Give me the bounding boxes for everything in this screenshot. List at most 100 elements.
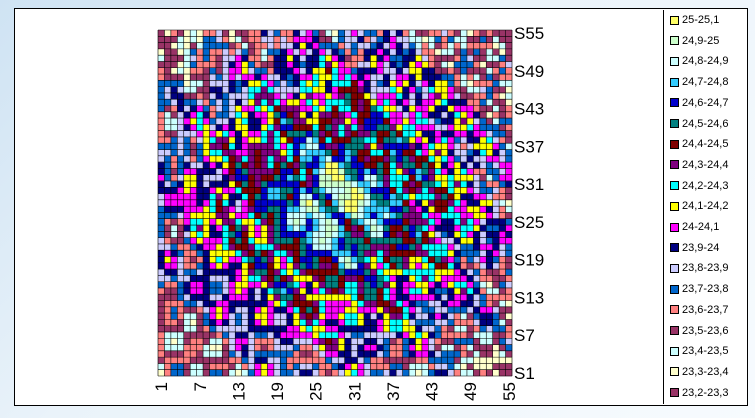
heatmap-cell xyxy=(492,294,500,301)
heatmap-cell xyxy=(344,111,352,119)
heatmap-cell xyxy=(273,363,281,370)
heatmap-cell xyxy=(267,269,275,276)
heatmap-cell xyxy=(331,350,339,358)
heatmap-cell xyxy=(177,344,184,352)
heatmap-cell xyxy=(486,338,493,345)
heatmap-cell xyxy=(215,180,223,188)
heatmap-cell xyxy=(363,111,371,119)
heatmap-cell xyxy=(183,294,191,301)
heatmap-cell xyxy=(402,243,410,251)
heatmap-cell xyxy=(409,218,416,226)
heatmap-cell xyxy=(363,262,371,270)
heatmap-cell xyxy=(447,143,455,150)
heatmap-cell xyxy=(203,162,210,169)
heatmap-cell xyxy=(273,338,281,345)
heatmap-cell xyxy=(260,118,268,125)
heatmap-cell xyxy=(254,287,262,295)
heatmap-cell xyxy=(280,344,287,352)
heatmap-cell xyxy=(196,212,204,219)
heatmap-cell xyxy=(190,174,197,182)
heatmap-cell xyxy=(434,42,442,50)
heatmap-cell xyxy=(383,80,390,87)
heatmap-cell xyxy=(306,231,313,238)
heatmap-cell xyxy=(241,30,249,37)
heatmap-cell xyxy=(441,363,448,370)
heatmap-cell xyxy=(492,42,500,50)
heatmap-cell xyxy=(402,344,410,352)
heatmap-cell xyxy=(428,231,435,238)
heatmap-cell xyxy=(241,287,249,295)
heatmap-cell xyxy=(421,55,429,62)
heatmap-cell xyxy=(396,287,403,295)
heatmap-cell xyxy=(203,338,210,345)
heatmap-cell xyxy=(248,357,255,364)
heatmap-cell xyxy=(486,250,493,257)
heatmap-cell xyxy=(363,55,371,62)
heatmap-cell xyxy=(383,168,390,175)
heatmap-cell xyxy=(293,350,300,358)
heatmap-cell xyxy=(370,61,378,68)
heatmap-cell xyxy=(428,130,435,138)
heatmap-cell xyxy=(363,199,371,207)
heatmap-cell xyxy=(170,174,178,182)
heatmap-cell xyxy=(177,149,184,157)
heatmap-cell xyxy=(170,281,178,289)
heatmap-cell xyxy=(409,92,416,100)
heatmap-cell xyxy=(228,124,236,131)
heatmap-cell xyxy=(415,187,423,194)
heatmap-cell xyxy=(235,162,242,169)
heatmap-cell xyxy=(273,48,281,56)
heatmap-cell xyxy=(177,124,184,131)
heatmap-cell xyxy=(325,187,332,194)
heatmap-cell xyxy=(499,350,506,358)
heatmap-cell xyxy=(280,99,287,106)
heatmap-cell xyxy=(492,363,500,370)
heatmap-cell xyxy=(389,338,397,345)
heatmap-cell xyxy=(190,325,197,333)
heatmap-cell xyxy=(409,168,416,175)
heatmap-cell xyxy=(209,124,217,131)
heatmap-cell xyxy=(338,338,345,345)
heatmap-cell xyxy=(222,199,229,207)
heatmap-cell xyxy=(158,80,165,87)
heatmap-cell xyxy=(383,357,390,364)
heatmap-cell xyxy=(164,105,172,112)
heatmap-cell xyxy=(370,48,378,56)
heatmap-cell xyxy=(158,218,165,226)
heatmap-cell xyxy=(260,155,268,163)
heatmap-cell xyxy=(183,225,191,232)
heatmap-cell xyxy=(338,218,345,226)
heatmap-cell xyxy=(325,80,332,87)
heatmap-cell xyxy=(235,118,242,125)
heatmap-cell xyxy=(267,118,275,125)
heatmap-cell xyxy=(338,136,345,144)
heatmap-cell xyxy=(190,300,197,307)
heatmap-cell xyxy=(190,92,197,100)
heatmap-cell xyxy=(454,306,461,314)
heatmap-cell xyxy=(409,350,416,358)
heatmap-cell xyxy=(479,149,487,157)
heatmap-cell xyxy=(318,61,326,68)
heatmap-cell xyxy=(351,313,358,320)
heatmap-cell xyxy=(312,187,320,194)
heatmap-cell xyxy=(177,363,184,370)
heatmap-cell xyxy=(241,250,249,257)
heatmap-cell xyxy=(158,187,165,194)
heatmap-cell xyxy=(441,155,448,163)
heatmap-cell xyxy=(164,118,172,125)
heatmap-cell xyxy=(299,281,307,289)
heatmap-cell xyxy=(466,212,474,219)
heatmap-cell xyxy=(190,55,197,62)
heatmap-cell xyxy=(177,55,184,62)
heatmap-cell xyxy=(331,86,339,94)
heatmap-cell xyxy=(505,331,513,339)
heatmap-cell xyxy=(351,275,358,282)
heatmap-cell xyxy=(190,294,197,301)
heatmap-cell xyxy=(363,369,371,377)
heatmap-cell xyxy=(441,231,448,238)
heatmap-cell xyxy=(196,281,204,289)
heatmap-cell xyxy=(499,225,506,232)
heatmap-cell xyxy=(286,180,294,188)
heatmap-cell xyxy=(267,325,275,333)
heatmap-cell xyxy=(183,118,191,125)
